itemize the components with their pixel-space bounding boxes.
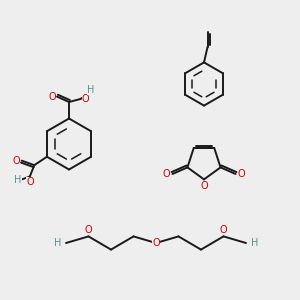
- Text: O: O: [82, 94, 89, 104]
- Text: H: H: [250, 238, 258, 248]
- Text: O: O: [238, 169, 245, 179]
- Text: H: H: [54, 238, 62, 248]
- Text: O: O: [13, 156, 20, 166]
- Text: O: O: [163, 169, 170, 179]
- Text: O: O: [220, 225, 227, 235]
- Text: H: H: [14, 175, 22, 184]
- Text: O: O: [26, 177, 34, 187]
- Text: O: O: [85, 225, 92, 235]
- Text: O: O: [152, 238, 160, 248]
- Text: O: O: [48, 92, 56, 102]
- Text: O: O: [200, 181, 208, 191]
- Text: H: H: [87, 85, 94, 95]
